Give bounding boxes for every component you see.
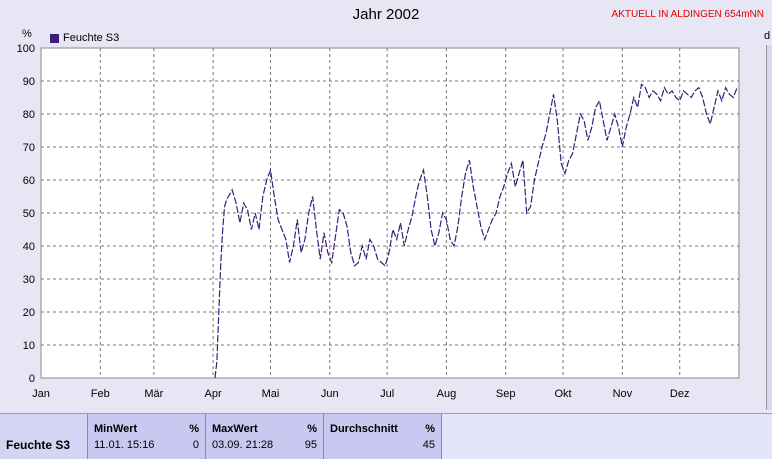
sensor-cell: Feuchte S3: [0, 414, 88, 459]
avg-label: Durchschnitt: [330, 423, 398, 435]
y-tick-label: 0: [29, 373, 35, 385]
x-tick-labels: Jan Feb Mär Apr Mai Jun Jul Aug Sep Okt Nov Dez: [32, 388, 689, 400]
x-tick-label: Okt: [555, 388, 572, 400]
x-tick-label: Jun: [321, 388, 339, 400]
max-cell: MaxWert % 03.09. 21:28 95: [206, 414, 324, 459]
max-timestamp: 03.09. 21:28: [212, 439, 274, 451]
right-scrollbar[interactable]: [766, 45, 772, 410]
y-tick-label: 60: [23, 175, 35, 187]
min-unit: %: [189, 423, 199, 435]
avg-unit: %: [425, 423, 435, 435]
x-tick-label: Apr: [205, 388, 222, 400]
max-unit: %: [307, 423, 317, 435]
y-tick-label: 20: [23, 307, 35, 319]
y-tick-label: 100: [17, 43, 35, 55]
x-tick-label: Dez: [670, 388, 690, 400]
legend: Feuchte S3: [50, 32, 119, 44]
min-value: 0: [192, 439, 199, 451]
series-line: [214, 83, 738, 379]
empty-cell: [442, 414, 772, 459]
x-tick-label: Jan: [32, 388, 50, 400]
max-value: 95: [304, 439, 317, 451]
x-tick-label: Mai: [262, 388, 280, 400]
y-tick-label: 90: [23, 76, 35, 88]
y-tick-label: 40: [23, 241, 35, 253]
y-tick-label: 80: [23, 109, 35, 121]
y-tick-label: 30: [23, 274, 35, 286]
cut-off-label: d: [764, 30, 771, 42]
avg-cell: Durchschnitt % 45: [324, 414, 442, 459]
y-tick-label: 50: [23, 208, 35, 220]
max-label: MaxWert: [212, 423, 258, 435]
legend-label: Feuchte S3: [63, 32, 120, 44]
y-tick-label: 70: [23, 142, 35, 154]
legend-swatch: [50, 33, 59, 43]
x-tick-label: Sep: [496, 388, 516, 400]
avg-value: 45: [422, 439, 435, 451]
series-group: [214, 83, 738, 379]
y-tick-label: 10: [23, 340, 35, 352]
x-tick-label: Mär: [144, 388, 163, 400]
x-tick-label: Nov: [613, 388, 633, 400]
sensor-name: Feuchte S3: [6, 438, 71, 452]
x-tick-label: Aug: [437, 388, 457, 400]
y-axis-unit: %: [22, 28, 32, 40]
min-cell: MinWert % 11.01. 15:16 0: [88, 414, 206, 459]
min-label: MinWert: [94, 423, 138, 435]
x-tick-label: Jul: [380, 388, 394, 400]
statistics-bar: Feuchte S3 MinWert % 11.01. 15:16 0 MaxW…: [0, 413, 772, 459]
location-banner[interactable]: AKTUELL IN ALDINGEN 654mNN: [611, 9, 764, 20]
min-timestamp: 11.01. 15:16: [94, 439, 155, 451]
x-tick-label: Feb: [91, 388, 110, 400]
chart-title: Jahr 2002: [352, 6, 420, 23]
